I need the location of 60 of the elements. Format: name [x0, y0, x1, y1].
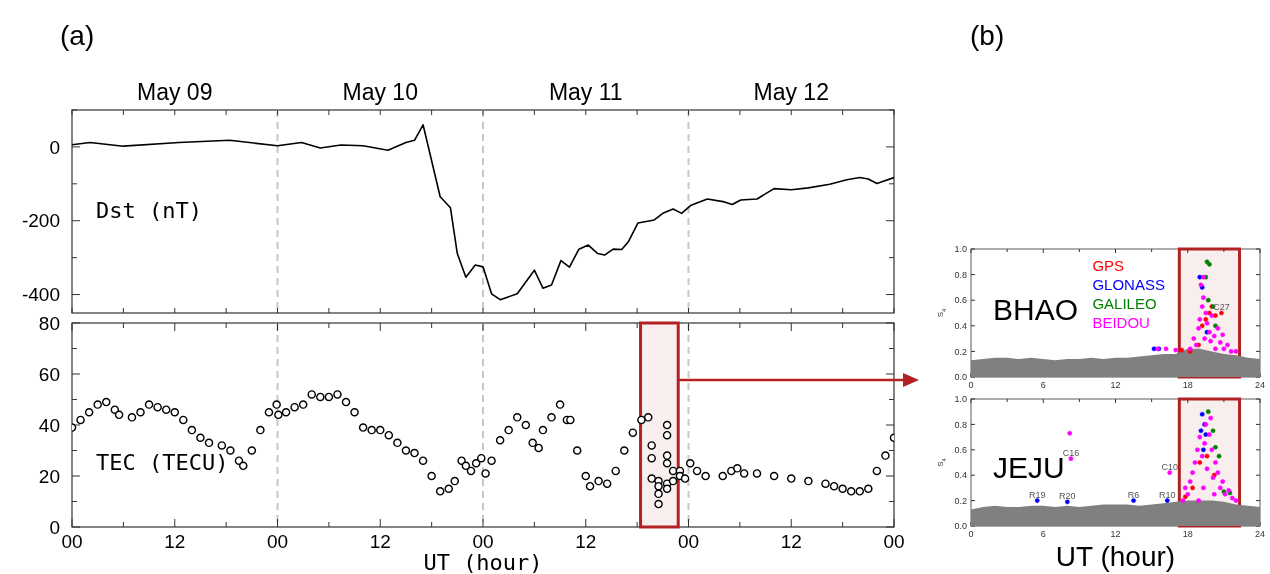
text: May 12	[753, 79, 829, 105]
y-tick-label: 0.8	[954, 419, 967, 430]
x-tick-label: 00	[266, 531, 289, 552]
annotation: R20	[1059, 490, 1076, 501]
x-tick-label: 12	[1110, 529, 1121, 539]
text: GLONASS	[1092, 276, 1165, 293]
annotation: BHAO	[993, 293, 1079, 326]
y-tick-label: 0.4	[954, 470, 967, 481]
x-axis-title: UT (hour)	[1055, 541, 1176, 572]
x-tick-label: 12	[1110, 380, 1121, 390]
series-label: BEIDOU	[1092, 314, 1150, 331]
x-axis-title: UT (hour)	[423, 550, 543, 574]
annotation: R6	[1127, 489, 1140, 500]
x-tick-label: 0	[968, 529, 974, 539]
y-tick-label: 1.0	[954, 244, 967, 255]
x-tick-label: 24	[1254, 529, 1266, 539]
y-tick-label: 20	[38, 465, 60, 487]
y-tick-label: 0.6	[954, 295, 967, 306]
y-axis-title: Dst (nT)	[96, 197, 202, 223]
chart-title: (b)	[970, 20, 1005, 51]
y-tick-label: 0.4	[954, 320, 967, 331]
text: GALILEO	[1092, 295, 1157, 312]
y-tick-label: 80	[38, 312, 60, 334]
x-tick-label: 0	[968, 380, 974, 390]
text: May 10	[342, 79, 418, 105]
y-tick-label: 40	[38, 414, 60, 436]
x-tick-label: 00	[883, 531, 905, 552]
x-tick-label: 6	[1040, 380, 1046, 390]
x-tick-label: 6	[1040, 529, 1046, 539]
annotation: C16	[1062, 447, 1080, 458]
x-tick-label: 18	[1182, 380, 1193, 390]
y-tick-label: 0.0	[954, 521, 967, 532]
annotation: C10	[1161, 461, 1178, 472]
x-tick-label: 12	[780, 531, 802, 552]
chart-title: (a)	[60, 20, 95, 51]
x-tick-label: 00	[61, 531, 83, 552]
y-tick-label: 0.6	[954, 444, 967, 455]
y-tick-label: -200	[21, 210, 60, 232]
x-tick-label: 12	[575, 531, 597, 552]
y-tick-label: 0.8	[954, 269, 967, 280]
x-tick-label: 18	[1182, 529, 1193, 539]
y-tick-label: 1.0	[954, 394, 967, 405]
y-tick-label: -400	[21, 284, 60, 306]
y-axis-title: TEC (TECU)	[96, 449, 229, 475]
x-tick-label: 12	[369, 531, 391, 552]
y-tick-label: 0	[49, 136, 60, 158]
annotation: R10	[1159, 489, 1176, 500]
x-tick-label: 24	[1254, 380, 1266, 390]
x-tick-label: 00	[677, 531, 700, 552]
y-tick-label: 60	[38, 363, 60, 385]
annotation: R19	[1028, 489, 1046, 500]
y-tick-label: 0.2	[954, 346, 967, 357]
text: May 09	[137, 79, 213, 105]
text: May 11	[548, 79, 623, 105]
text: GPS	[1092, 257, 1125, 274]
annotation: C27	[1213, 302, 1230, 312]
y-tick-label: 0.0	[954, 372, 967, 383]
y-tick-label: 0.2	[954, 495, 967, 506]
x-tick-label: 12	[164, 531, 186, 552]
x-tick-label: 00	[472, 531, 494, 552]
